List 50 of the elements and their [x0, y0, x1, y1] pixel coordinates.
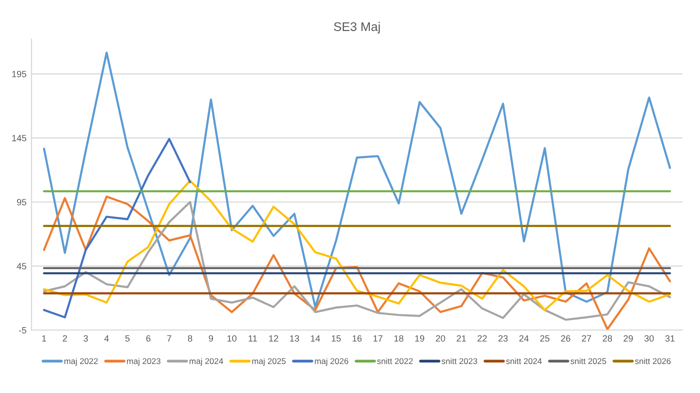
- y-tick-label: 95: [17, 198, 26, 206]
- x-tick-label: 15: [332, 335, 341, 342]
- y-tick-label: -5: [19, 327, 26, 334]
- x-tick-label: 13: [290, 335, 300, 342]
- x-tick-label: 20: [436, 335, 446, 342]
- x-tick-label: 26: [561, 335, 570, 342]
- x-tick-label: 5: [125, 335, 130, 342]
- x-tick-label: 18: [394, 335, 404, 342]
- line-series: [42, 138, 192, 318]
- x-tick-label: 7: [167, 335, 172, 342]
- x-tick-label: 1: [42, 335, 46, 342]
- line-series: [42, 52, 672, 308]
- x-tick-label: 25: [540, 335, 550, 342]
- x-tick-label: 23: [498, 335, 508, 342]
- x-tick-label: 9: [208, 335, 214, 342]
- legend-label: snitt 2022: [377, 358, 413, 364]
- x-tick-label: 16: [352, 335, 362, 342]
- x-tick-label: 21: [456, 335, 466, 342]
- x-tick-label: 28: [602, 335, 612, 342]
- legend-label: maj 2023: [127, 358, 160, 366]
- legend-label: snitt 2024: [506, 358, 542, 364]
- y-tick-label: 195: [12, 70, 26, 78]
- chart-title: SE3 Maj: [334, 22, 380, 34]
- x-tick-label: 12: [269, 335, 278, 342]
- x-tick-label: 17: [374, 335, 382, 342]
- legend-label: snitt 2023: [442, 358, 478, 364]
- legend-label: maj 2024: [190, 358, 224, 366]
- x-tick-label: 27: [582, 335, 592, 342]
- legend-label: maj 2026: [314, 358, 348, 366]
- x-tick-label: 19: [415, 335, 424, 342]
- y-tick-label: 45: [16, 263, 26, 270]
- x-tick-label: 4: [104, 335, 109, 342]
- x-tick-label: 29: [624, 335, 633, 342]
- legend-label: snitt 2026: [635, 358, 671, 364]
- x-tick-label: 14: [310, 335, 320, 342]
- x-tick-label: 22: [478, 335, 487, 342]
- legend-label: maj 2025: [252, 358, 286, 366]
- legend-label: maj 2022: [64, 358, 98, 366]
- x-tick-label: 2: [62, 335, 67, 342]
- x-tick-label: 11: [248, 335, 257, 342]
- x-tick-label: 31: [665, 335, 675, 342]
- x-tick-label: 10: [227, 335, 236, 342]
- x-tick-label: 6: [146, 335, 150, 342]
- line-series: [42, 180, 672, 312]
- x-tick-label: 30: [644, 335, 654, 342]
- x-tick-label: 8: [188, 335, 192, 342]
- x-tick-label: 24: [519, 335, 529, 342]
- legend-label: snitt 2025: [570, 358, 606, 364]
- y-tick-label: 145: [12, 135, 26, 142]
- x-tick-label: 3: [84, 335, 88, 342]
